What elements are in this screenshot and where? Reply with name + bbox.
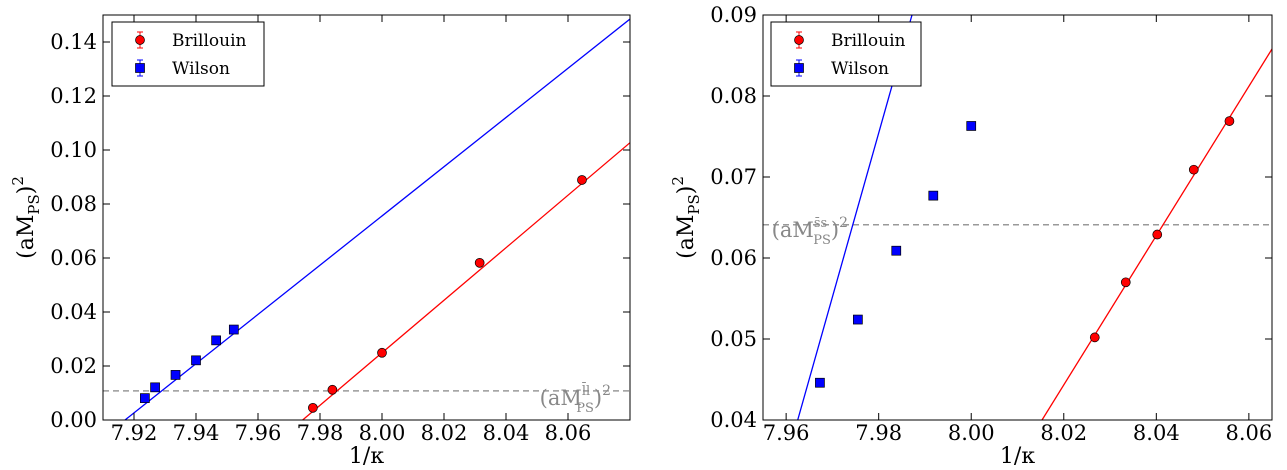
data-point-brillouin <box>308 403 318 413</box>
data-point-brillouin <box>1224 116 1235 126</box>
plot-area <box>763 15 1272 420</box>
data-point-wilson <box>140 393 150 403</box>
x-tick-label: 7.98 <box>297 421 344 445</box>
y-tick-label: 0.05 <box>710 327 757 351</box>
x-tick-label: 7.96 <box>235 421 282 445</box>
data-point-wilson <box>853 314 863 325</box>
legend-label-wilson: Wilson <box>831 59 889 79</box>
data-point-brillouin <box>577 175 587 185</box>
legend: Brillouin Wilson <box>770 21 922 87</box>
y-label-part: (aM <box>14 215 39 259</box>
y-tick-label: 0.10 <box>50 138 97 162</box>
y-label-part: ) <box>674 186 699 195</box>
data-point-wilson <box>191 355 201 366</box>
data-point-brillouin <box>1120 277 1131 288</box>
legend-label-brillouin: Brillouin <box>831 31 906 51</box>
y-tick-label: 0.08 <box>50 192 97 216</box>
legend-label-brillouin: Brillouin <box>172 31 247 51</box>
y-tick-label: 0.00 <box>50 408 97 432</box>
y-tick-label: 0.12 <box>50 84 97 108</box>
fit-line-wilson <box>124 18 630 420</box>
x-tick-label: 7.92 <box>111 421 158 445</box>
x-axis-label: 1/κ <box>1000 444 1035 469</box>
data-point-brillouin <box>1152 229 1163 240</box>
x-tick-label: 7.98 <box>855 421 902 445</box>
legend-marker-wilson <box>794 63 804 73</box>
data-point-brillouin <box>474 258 485 268</box>
data-point-wilson <box>928 190 939 201</box>
fit-line-brillouin <box>302 142 630 420</box>
y-label-sub: PS <box>685 194 703 214</box>
x-tick-label: 8.00 <box>948 421 995 445</box>
y-axis-label: (aMPS)2 <box>669 176 703 259</box>
y-label-part: (aM <box>674 215 699 259</box>
x-tick-label: 8.02 <box>1040 421 1087 445</box>
data-point-wilson <box>228 324 239 335</box>
legend-marker-brillouin <box>794 35 804 45</box>
data-point-brillouin <box>327 384 338 395</box>
x-tick-label: 8.02 <box>421 421 468 445</box>
ref-label-part: ) <box>831 218 839 242</box>
y-tick-label: 0.14 <box>50 30 97 54</box>
data-point-wilson <box>150 382 160 393</box>
legend-box <box>111 21 265 87</box>
y-tick-label: 0.04 <box>710 408 757 432</box>
data-point-wilson <box>891 245 902 256</box>
y-label-exp: 2 <box>9 176 27 186</box>
ref-label-sup: s̄s <box>814 216 827 231</box>
ref-label-part: (aM <box>540 386 582 410</box>
x-tick-label: 8.04 <box>1133 421 1180 445</box>
ref-label-sup: l̄l <box>581 382 590 399</box>
legend-box <box>770 21 922 87</box>
data-point-wilson <box>211 335 221 346</box>
reference-label: (aMl̄l PS)2 <box>540 382 611 416</box>
plot-area <box>103 18 630 420</box>
y-tick-label: 0.06 <box>710 246 757 270</box>
y-label-sub: PS <box>25 194 43 214</box>
x-tick-label: 7.96 <box>763 421 810 445</box>
ref-label-sub: PS <box>813 233 831 248</box>
ref-label-exp: 2 <box>839 215 848 231</box>
x-axis-label: 1/κ <box>349 444 384 469</box>
y-tick-label: 0.09 <box>710 3 757 27</box>
x-tick-label: 8.04 <box>483 421 530 445</box>
legend-marker-wilson <box>135 63 145 73</box>
y-tick-label: 0.06 <box>50 246 97 270</box>
right-panel: 7.96 7.98 8.00 8.02 8.04 8.06 0.04 0.05 0.06 0.07… <box>669 3 1273 469</box>
x-tick-label: 8.06 <box>545 421 592 445</box>
plot-frame <box>102 14 631 421</box>
legend-label-wilson: Wilson <box>172 59 230 79</box>
reference-label: (aMs̄s PS)2 <box>772 215 848 248</box>
y-tick-label: 0.08 <box>710 84 757 108</box>
left-panel: 7.92 7.94 7.96 7.98 8.00 8.02 8.04 8.06 0.00 0.02… <box>9 14 631 469</box>
y-axis-label: (aMPS)2 <box>9 176 43 259</box>
ref-label-part: ) <box>594 386 602 410</box>
x-tick-label: 8.06 <box>1225 421 1272 445</box>
legend-marker-brillouin <box>135 35 145 45</box>
data-point-wilson <box>966 121 977 131</box>
data-point-brillouin <box>377 347 387 358</box>
ref-label-part: (aM <box>772 218 814 242</box>
data-point-wilson <box>815 377 825 388</box>
ref-label-sub: PS <box>576 401 594 416</box>
y-label-exp: 2 <box>669 176 687 186</box>
y-tick-label: 0.02 <box>50 354 97 378</box>
y-tick-label: 0.04 <box>50 300 97 324</box>
y-tick-label: 0.07 <box>710 165 757 189</box>
data-point-brillouin <box>1089 332 1100 343</box>
data-point-brillouin <box>1188 164 1199 175</box>
y-label-part: ) <box>14 186 39 195</box>
plot-frame <box>762 14 1273 421</box>
ref-label-exp: 2 <box>602 383 611 399</box>
x-tick-label: 8.00 <box>359 421 406 445</box>
x-tick-label: 7.94 <box>173 421 220 445</box>
legend: Brillouin Wilson <box>111 21 265 87</box>
data-point-wilson <box>170 370 181 380</box>
